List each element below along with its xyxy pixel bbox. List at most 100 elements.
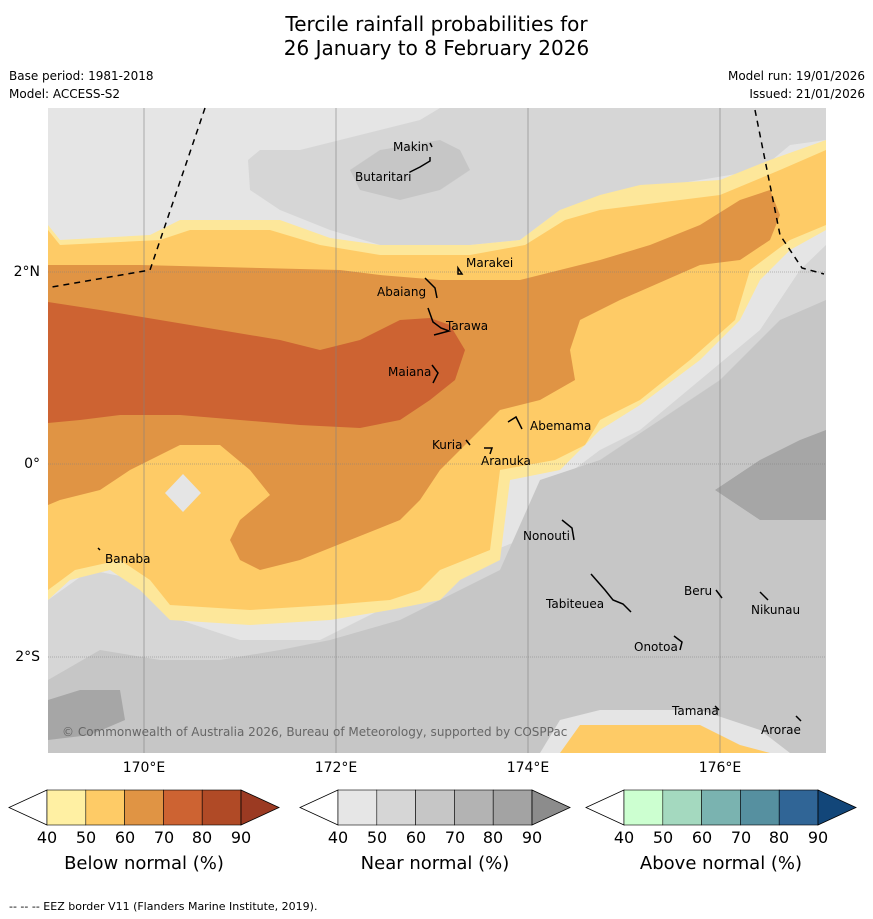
island-nikunau — [759, 591, 769, 601]
eez-border-west — [51, 107, 206, 288]
island-arorae — [795, 715, 802, 722]
colorbar-near-high-tip — [531, 789, 571, 826]
tick: 70 — [730, 828, 752, 847]
tick: 50 — [366, 828, 388, 847]
near-normal-70-east — [715, 430, 826, 520]
tick: 60 — [405, 828, 427, 847]
below-normal-70-core — [48, 302, 465, 428]
colorbar-below-low-tip — [8, 789, 48, 826]
model-name: Model: ACCESS-S2 — [9, 87, 121, 101]
colorbar-below-label: Below normal (%) — [64, 853, 224, 874]
colorbar-above-swatch — [623, 789, 664, 826]
lon-label-170: 170°E — [122, 760, 166, 776]
colorbars — [8, 789, 857, 826]
base-period: Base period: 1981-2018 — [9, 69, 154, 83]
island-abemama — [507, 415, 523, 430]
colorbar-below-swatch — [85, 789, 125, 826]
colorbar-near-swatch — [376, 789, 416, 826]
tick: 80 — [482, 828, 504, 847]
lon-label-176: 176°E — [698, 760, 742, 776]
colorbar-above-swatch — [778, 789, 819, 826]
tick: 80 — [191, 828, 213, 847]
island-tarawa — [427, 307, 452, 336]
near-normal-60-south — [48, 300, 826, 753]
colorbar-above-swatch — [740, 789, 780, 826]
island-nonouti — [561, 519, 575, 541]
lat-label-0: 0° — [24, 456, 40, 472]
island-beru — [715, 589, 723, 599]
colorbar-below-swatch — [163, 789, 203, 826]
lat-label-2s: 2°S — [15, 649, 40, 665]
colorbar-near-label: Near normal (%) — [360, 853, 510, 874]
near-normal-50-north — [248, 108, 826, 245]
tick: 40 — [613, 828, 635, 847]
island-banaba — [97, 547, 101, 551]
label-nonouti: Nonouti — [523, 529, 570, 543]
lon-label-174: 174°E — [506, 760, 550, 776]
copyright-notice: © Commonwealth of Australia 2026, Bureau… — [62, 725, 567, 739]
label-marakei: Marakei — [466, 256, 513, 270]
colorbar-below-swatch — [124, 789, 164, 826]
island-kuria — [465, 439, 471, 446]
island-abaiang — [424, 277, 438, 299]
label-beru: Beru — [684, 584, 712, 598]
title-line-2: 26 January to 8 February 2026 — [283, 36, 590, 60]
label-makin: Makin — [393, 140, 429, 154]
island-tamana — [714, 705, 720, 711]
tick: 50 — [75, 828, 97, 847]
colorbar-below-high-tip — [240, 789, 280, 826]
near-normal-diamond — [165, 474, 201, 512]
label-banaba: Banaba — [105, 552, 151, 566]
tick: 90 — [521, 828, 543, 847]
tick: 60 — [114, 828, 136, 847]
tick: 80 — [768, 828, 790, 847]
title-line-1: Tercile rainfall probabilities for — [285, 12, 588, 36]
issued-date: Issued: 21/01/2026 — [749, 87, 865, 101]
colorbar-below-swatch — [46, 789, 87, 826]
tick: 50 — [652, 828, 674, 847]
tick: 40 — [327, 828, 349, 847]
eez-border-east — [754, 109, 825, 275]
colorbar-above-label: Above normal (%) — [639, 853, 803, 874]
colorbar-near-low-tip — [299, 789, 339, 826]
colorbar-near-swatch — [492, 789, 533, 826]
island-aranuka — [484, 447, 494, 455]
label-aranuka: Aranuka — [481, 454, 531, 468]
colorbar-above-swatch — [662, 789, 702, 826]
tick: 70 — [444, 828, 466, 847]
island-onotoa — [673, 635, 683, 651]
label-tabiteuea: Tabiteuea — [545, 597, 604, 611]
island-butaritari — [409, 157, 431, 173]
colorbar-near-swatch — [337, 789, 378, 826]
island-maiana — [431, 364, 439, 384]
colorbar-above-low-tip — [585, 789, 625, 826]
colorbar-near-swatch — [454, 789, 494, 826]
label-kuria: Kuria — [432, 438, 463, 452]
meta-left: Base period: 1981-2018 Model: ACCESS-S2 — [9, 67, 154, 103]
label-arorae: Arorae — [761, 723, 801, 737]
label-tamana: Tamana — [671, 704, 719, 718]
below-normal-50-south-strip — [560, 725, 770, 753]
near-normal-60-north — [350, 140, 470, 200]
colorbar-above-swatch — [701, 789, 741, 826]
tick: 60 — [691, 828, 713, 847]
island-tabiteuea — [590, 573, 632, 613]
tick: 70 — [153, 828, 175, 847]
lon-label-172: 172°E — [314, 760, 358, 776]
colorbar-near-swatch — [415, 789, 455, 826]
island-makin — [429, 142, 433, 148]
colorbar-above-high-tip — [817, 789, 857, 826]
map-title: Tercile rainfall probabilities for 26 Ja… — [0, 12, 873, 60]
eez-footnote: -- -- -- EEZ border V11 (Flanders Marine… — [9, 900, 318, 913]
label-onotoa: Onotoa — [634, 640, 678, 654]
lat-label-2n: 2°N — [13, 264, 40, 280]
island-marakei — [457, 265, 464, 275]
label-maiana: Maiana — [388, 365, 431, 379]
label-butaritari: Butaritari — [355, 170, 412, 184]
label-abemama: Abemama — [530, 419, 591, 433]
tick: 40 — [36, 828, 58, 847]
tick: 90 — [230, 828, 252, 847]
near-normal-70-southwest — [48, 690, 125, 740]
meta-right: Model run: 19/01/2026 Issued: 21/01/2026 — [728, 67, 865, 103]
